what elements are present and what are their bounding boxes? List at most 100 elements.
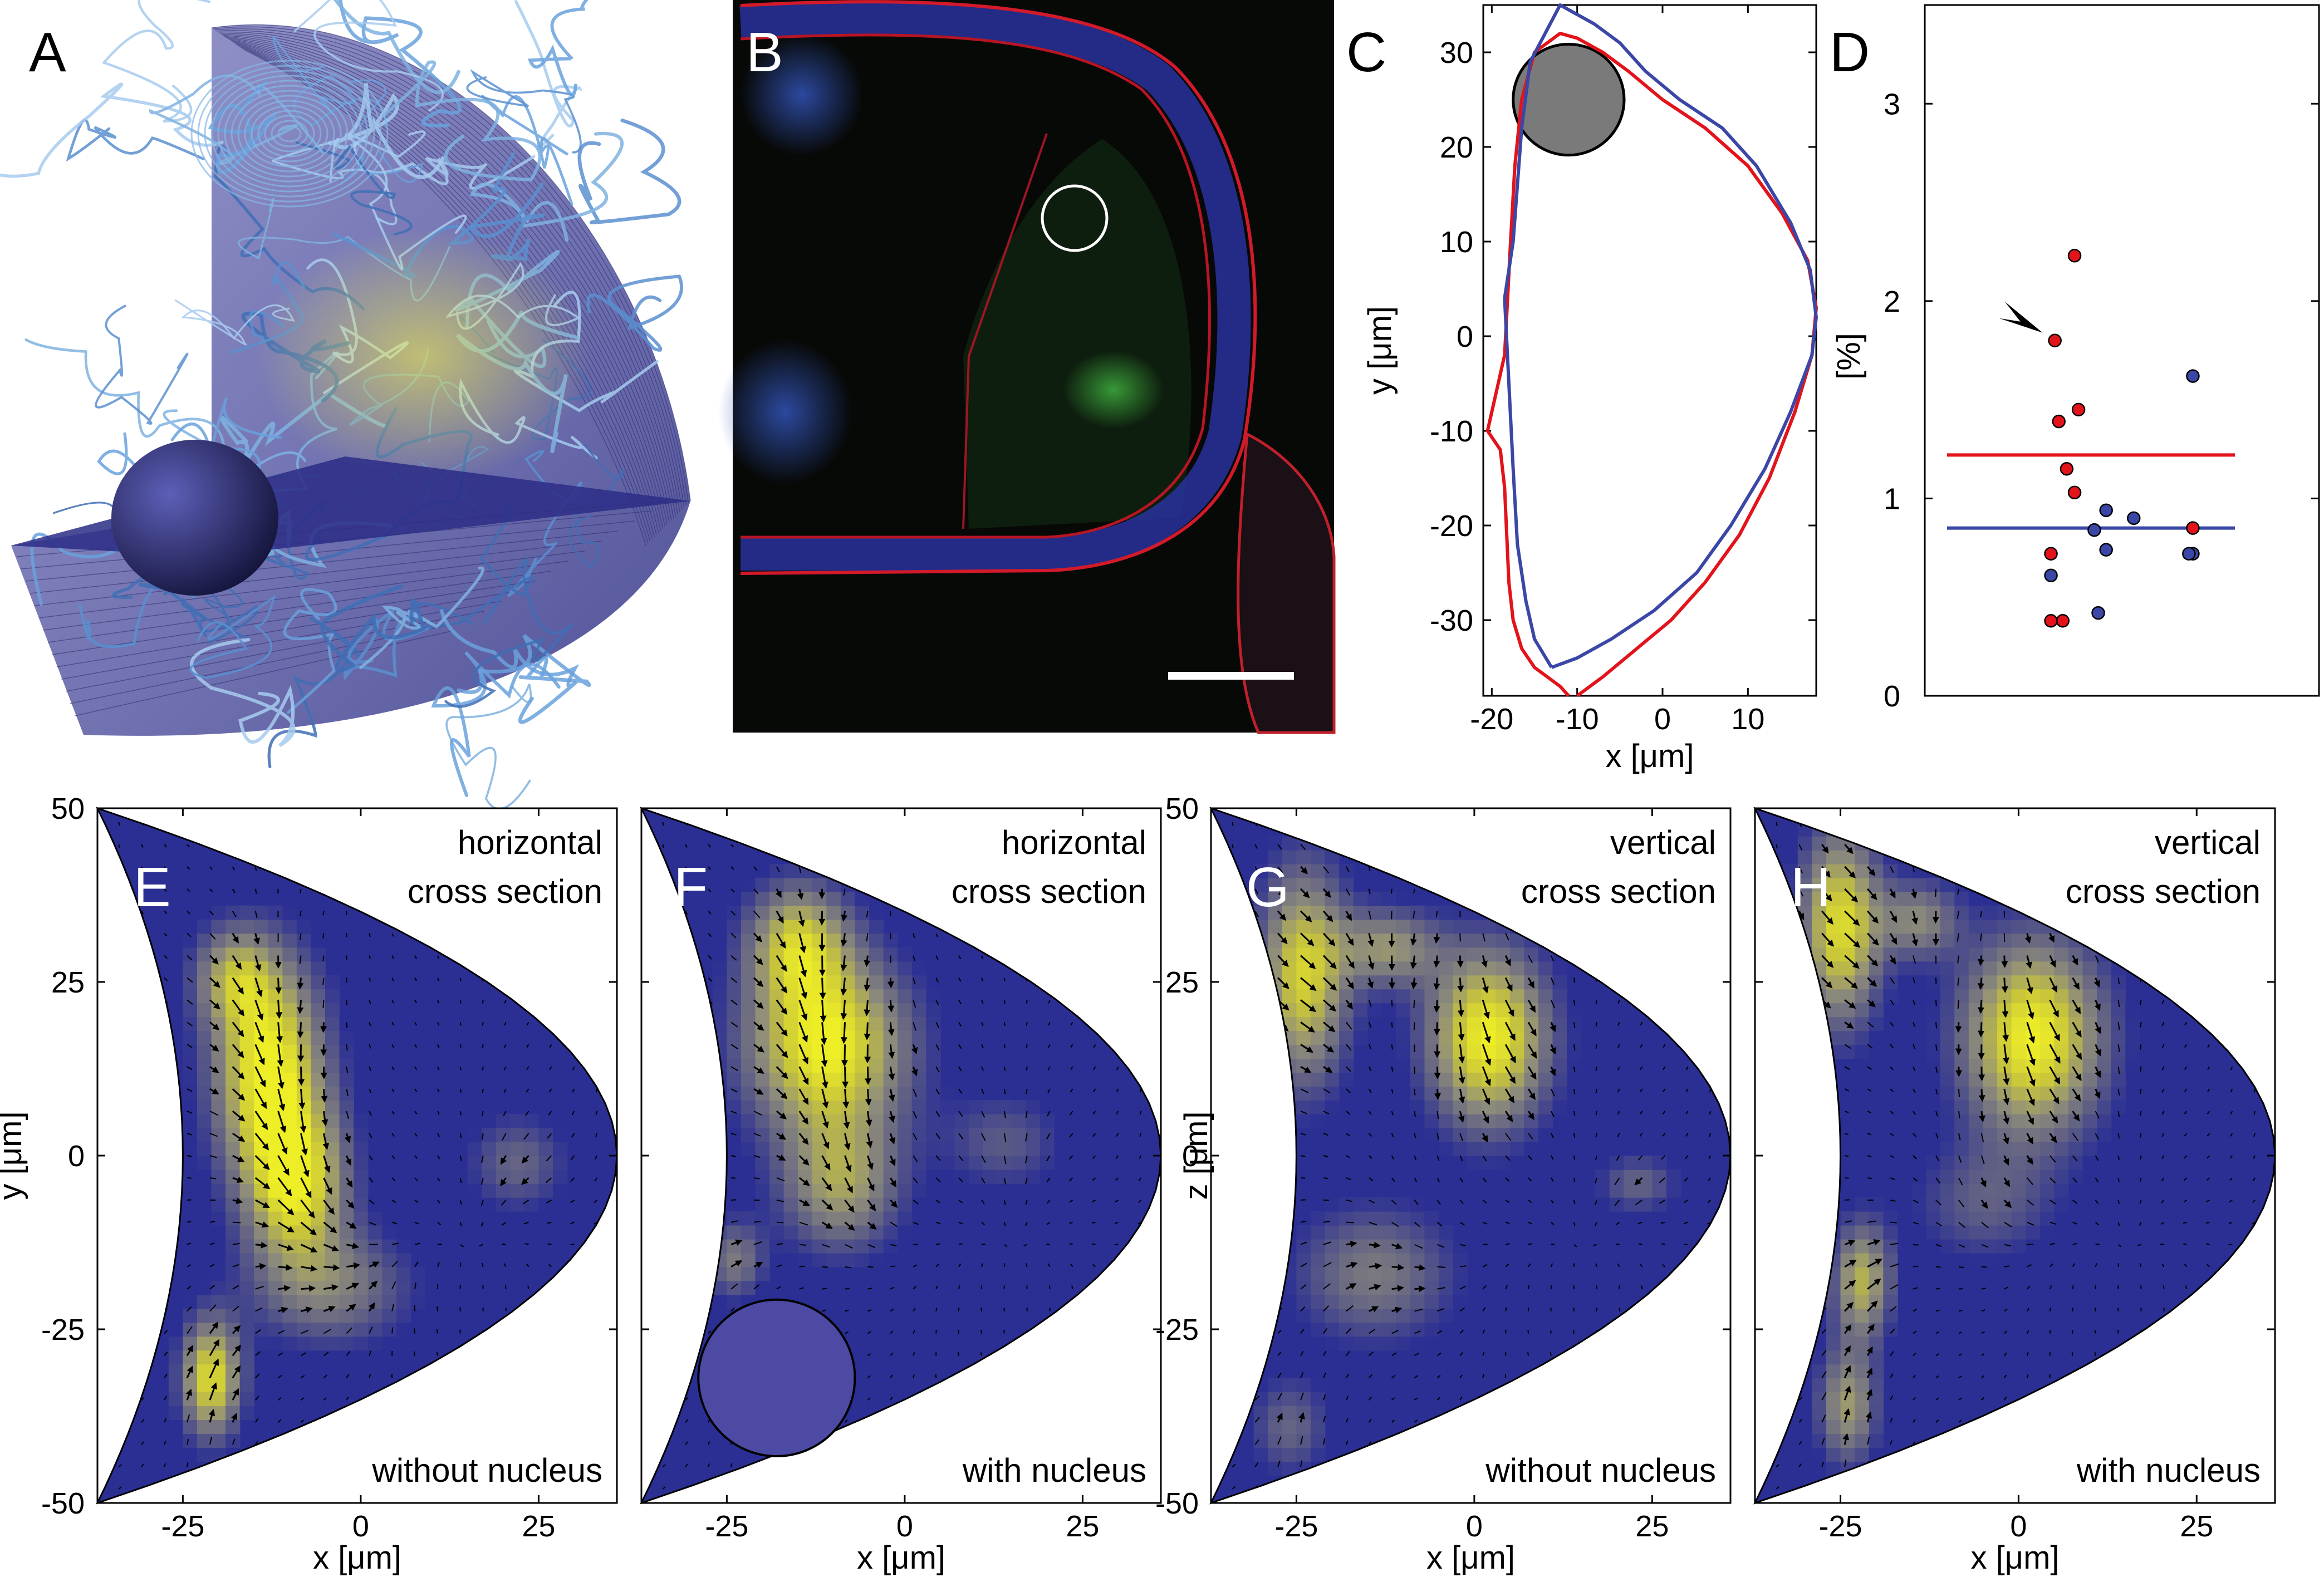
intensity-cell (1282, 849, 1297, 864)
velocity-arrow (1391, 1352, 1397, 1357)
velocity-arrow (209, 866, 213, 870)
velocity-arrow (2140, 1022, 2142, 1028)
velocity-arrow (1323, 1155, 1328, 1158)
velocity-arrow (753, 911, 761, 918)
velocity-arrow (481, 1222, 484, 1227)
velocity-arrow (2049, 1066, 2061, 1085)
intensity-cell (1353, 1003, 1368, 1018)
intensity-cell (1983, 919, 1998, 934)
velocity-arrow (187, 866, 190, 870)
velocity-arrow (209, 911, 214, 916)
velocity-arrow (187, 1044, 193, 1048)
velocity-arrow (866, 1133, 873, 1148)
intensity-cell (1926, 1183, 1941, 1198)
velocity-arrow (1277, 977, 1290, 989)
velocity-arrow (1254, 866, 1258, 872)
intensity-cell (268, 1252, 283, 1267)
intensity-cell (840, 1072, 856, 1087)
intensity-cell (1911, 961, 1926, 976)
velocity-arrow (1935, 1309, 1940, 1312)
intensity-cell (1453, 1030, 1468, 1045)
intensity-cell (1496, 1100, 1511, 1114)
velocity-arrow (141, 1463, 144, 1467)
intensity-cell (1968, 1197, 1984, 1212)
velocity-arrow (821, 1177, 832, 1191)
velocity-arrow (1958, 1375, 1962, 1379)
velocity-arrow (957, 1352, 960, 1356)
intensity-cell (1310, 1225, 1326, 1240)
intensity-cell (1940, 1169, 1955, 1184)
intensity-cell (254, 961, 269, 976)
data-point-red (2060, 461, 2074, 476)
intensity-cell (769, 1030, 785, 1045)
velocity-arrow (2183, 1221, 2187, 1224)
velocity-arrow (1551, 1244, 1555, 1245)
intensity-cell (1381, 919, 1397, 934)
velocity-arrow (1346, 1305, 1354, 1312)
velocity-arrow (187, 1438, 189, 1445)
velocity-arrow (981, 1244, 986, 1245)
velocity-arrow (346, 1327, 353, 1334)
intensity-cell (2054, 975, 2069, 990)
velocity-arrow (1300, 1155, 1306, 1157)
panel-letter-g: G (1246, 856, 1290, 918)
intensity-cell (869, 1211, 884, 1226)
intensity-cell (1282, 1294, 1297, 1309)
intensity-cell (538, 1128, 553, 1142)
velocity-arrow (1391, 1374, 1396, 1379)
x-axis-label: x [μm] (1605, 738, 1694, 774)
velocity-arrow (2095, 1244, 2100, 1245)
intensity-cell (1381, 1322, 1397, 1337)
intensity-cell (282, 1336, 297, 1351)
intensity-cell (197, 1142, 212, 1156)
intensity-cell (741, 975, 756, 990)
intensity-cell (1926, 1225, 1941, 1240)
intensity-cell (898, 1100, 913, 1114)
data-point-blue (2044, 568, 2058, 582)
velocity-arrow (572, 1066, 575, 1070)
velocity-arrow (797, 888, 804, 900)
intensity-cell (826, 1044, 841, 1059)
intensity-cell (1812, 877, 1827, 892)
velocity-arrow (1391, 1067, 1394, 1072)
intensity-cell (2082, 1128, 2097, 1142)
velocity-arrow (2001, 977, 2008, 994)
velocity-arrow (753, 1177, 760, 1180)
velocity-arrow (1890, 1263, 1899, 1267)
x-axis-label: x [μm] (313, 1540, 401, 1576)
intensity-cell (2097, 1114, 2112, 1128)
nucleus-marker-circle (1041, 184, 1109, 252)
velocity-arrow (1890, 1044, 1894, 1049)
velocity-arrow (346, 1111, 349, 1119)
intensity-cell (239, 1058, 254, 1073)
velocity-arrow (913, 1000, 916, 1008)
intensity-cell (2011, 1169, 2026, 1184)
velocity-arrow (2184, 1021, 2188, 1026)
velocity-arrow (1935, 1375, 1939, 1379)
velocity-arrow (391, 955, 394, 959)
velocity-arrow (913, 1286, 916, 1290)
velocity-arrow (1635, 1200, 1643, 1206)
intensity-cell (225, 1211, 241, 1226)
velocity-arrow (958, 1263, 962, 1267)
intensity-cell (1296, 1419, 1311, 1434)
intensity-cell (1296, 1114, 1311, 1128)
velocity-arrow (526, 1088, 529, 1093)
velocity-arrow (1957, 933, 1959, 942)
velocity-arrow (1139, 1111, 1142, 1115)
intensity-cell (496, 1156, 511, 1170)
velocity-arrow (1527, 999, 1536, 1013)
velocity-arrow (1460, 1265, 1467, 1267)
intensity-cell (1926, 1156, 1941, 1170)
velocity-arrow (1459, 1329, 1464, 1334)
velocity-arrow (888, 1022, 895, 1036)
velocity-arrow (1482, 1088, 1491, 1106)
velocity-arrow (1391, 1397, 1395, 1401)
velocity-arrow (1277, 1329, 1282, 1334)
velocity-arrow (1139, 1133, 1142, 1137)
velocity-arrow (549, 1044, 552, 1048)
velocity-arrow (276, 1022, 283, 1043)
intensity-cell (1869, 877, 1884, 892)
velocity-arrow (1958, 1244, 1965, 1248)
velocity-arrow (1913, 1066, 1916, 1071)
